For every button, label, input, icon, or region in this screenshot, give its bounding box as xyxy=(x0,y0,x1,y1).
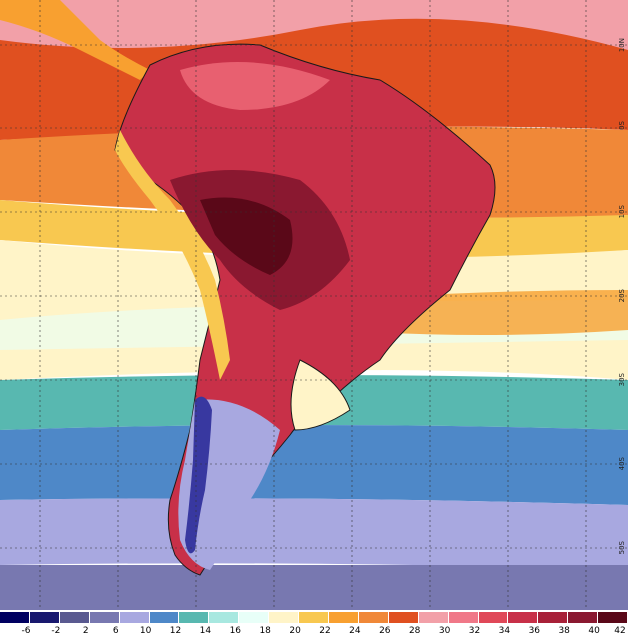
legend-label: 30 xyxy=(438,626,451,636)
lat-label-50s: 50S xyxy=(618,541,626,555)
ocean-band-blue xyxy=(0,425,628,505)
land-warm-north xyxy=(180,62,330,110)
legend-swatch xyxy=(209,612,240,623)
lat-label-30s: 30S xyxy=(618,373,626,387)
temperature-map: 10N 0S 10S 20S 30S 40S 50S xyxy=(0,0,628,610)
lat-label-40s: 40S xyxy=(618,457,626,471)
legend-swatch xyxy=(0,612,30,623)
legend-label: 20 xyxy=(289,626,301,636)
legend-swatch xyxy=(568,612,599,623)
legend-label: 2 xyxy=(82,626,89,636)
graticule xyxy=(0,0,628,610)
legend-label: 6 xyxy=(112,626,119,636)
legend-tick-labels: -6 -2 2 6 10 12 14 16 18 20 22 24 26 28 30 32 34 36 38 40 42 xyxy=(0,626,628,638)
legend-label: 24 xyxy=(349,626,361,636)
andes-warm-strip xyxy=(115,130,230,380)
ocean-band-lavender xyxy=(0,498,628,570)
legend-label: -6 xyxy=(21,626,31,636)
legend-swatch xyxy=(478,612,509,623)
legend-label: 38 xyxy=(558,626,570,636)
map-graphic xyxy=(0,0,628,610)
legend-swatch xyxy=(29,612,60,623)
legend-swatch xyxy=(538,612,569,623)
central-america xyxy=(0,0,150,80)
legend-label: 40 xyxy=(588,626,600,636)
legend-label: 12 xyxy=(169,626,182,636)
legend-swatch xyxy=(89,612,120,623)
legend-swatch xyxy=(418,612,449,623)
color-legend: -6 -2 2 6 10 12 14 16 18 20 22 24 26 28 30 32 34 36 38 40 42 xyxy=(0,612,628,639)
lat-label-10s: 10S xyxy=(618,205,626,219)
legend-swatch xyxy=(299,612,329,623)
legend-swatch xyxy=(179,612,210,623)
lat-label-0: 0S xyxy=(618,121,626,130)
legend-label: 14 xyxy=(199,626,212,636)
legend-swatch xyxy=(388,612,419,623)
ocean-band-south xyxy=(0,565,628,610)
lat-label-10n: 10N xyxy=(618,38,626,53)
legend-label: 34 xyxy=(498,626,511,636)
legend-label: 42 xyxy=(614,626,626,636)
legend-label: 22 xyxy=(319,626,331,636)
southern-cone xyxy=(290,359,351,431)
legend-swatch xyxy=(328,612,359,623)
legend-swatch xyxy=(59,612,90,623)
legend-color-bar xyxy=(0,612,628,623)
legend-swatch xyxy=(358,612,389,623)
legend-label: 28 xyxy=(408,626,421,636)
legend-label: 16 xyxy=(229,626,242,636)
lat-label-20s: 20S xyxy=(618,289,626,303)
legend-swatch xyxy=(119,612,150,623)
legend-label: 26 xyxy=(379,626,391,636)
legend-label: -2 xyxy=(51,626,61,636)
legend-swatch xyxy=(598,612,628,623)
legend-swatch xyxy=(448,612,479,623)
legend-swatch xyxy=(239,612,270,623)
land-core-extreme xyxy=(200,197,293,275)
legend-label: 18 xyxy=(259,626,271,636)
legend-swatch xyxy=(269,612,300,623)
legend-swatch xyxy=(508,612,539,623)
legend-label: 10 xyxy=(139,626,152,636)
legend-label: 32 xyxy=(468,626,481,636)
andes-cold-strip xyxy=(185,396,212,554)
legend-swatch xyxy=(149,612,180,623)
legend-label: 36 xyxy=(528,626,541,636)
